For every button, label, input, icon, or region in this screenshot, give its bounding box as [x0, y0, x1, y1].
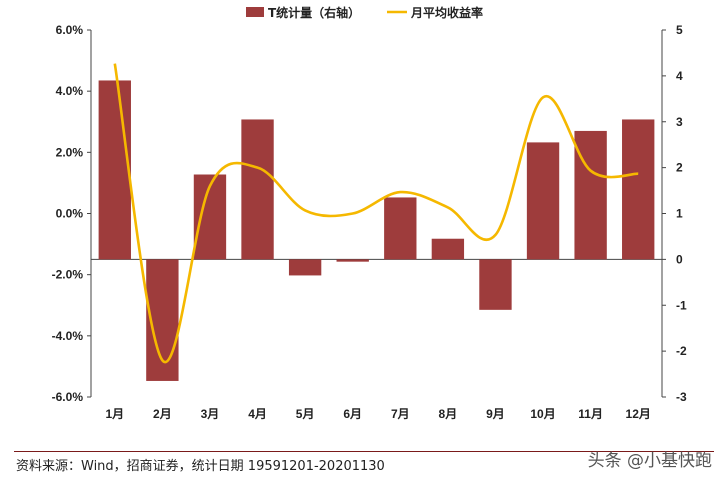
x-tick-label: 9月: [486, 407, 505, 421]
bar: [479, 259, 512, 310]
left-tick-label: 0.0%: [56, 207, 84, 221]
x-tick-label: 12月: [626, 407, 651, 421]
bar: [431, 238, 465, 260]
legend-swatch-bar: [246, 7, 264, 17]
legend-label-return: 月平均收益率: [410, 5, 483, 20]
left-tick-label: -6.0%: [52, 390, 84, 404]
bar: [574, 130, 607, 260]
left-tick-label: 6.0%: [56, 23, 84, 37]
right-tick-label: 1: [676, 207, 683, 221]
left-tick-label: -2.0%: [52, 268, 84, 282]
left-tick-label: 2.0%: [56, 145, 84, 159]
bar-series: [98, 80, 655, 381]
bar: [526, 142, 560, 260]
x-tick-label: 11月: [578, 407, 603, 421]
x-tick-label: 7月: [391, 407, 410, 421]
x-tick-label: 5月: [296, 407, 315, 421]
x-tick-label: 10月: [530, 407, 555, 421]
x-tick-label: 3月: [201, 407, 220, 421]
left-tick-label: 4.0%: [56, 84, 84, 98]
bar: [98, 80, 131, 260]
axes: -6.0% -4.0% -2.0% 0.0% 2.0% 4.0% 6.0% -3 -2 -1 0 1 2…: [52, 23, 687, 404]
right-tick-label: 2: [676, 161, 683, 175]
x-tick-label: 8月: [439, 407, 458, 421]
watermark: 头条 @小基快跑: [587, 451, 712, 471]
bar: [336, 259, 369, 262]
legend: T统计量（右轴） 月平均收益率: [246, 5, 483, 20]
right-tick-label: -1: [676, 298, 687, 312]
right-tick-label: 5: [676, 23, 683, 37]
right-tick-label: 0: [676, 252, 683, 266]
x-tick-label: 4月: [248, 407, 267, 421]
x-axis-labels: 1月 2月 3月 4月 5月 6月 7月 8月 9月 10月 11月 12月: [105, 407, 650, 421]
left-tick-label: -4.0%: [52, 329, 84, 343]
right-tick-label: 4: [676, 69, 683, 83]
x-tick-label: 1月: [105, 407, 124, 421]
legend-label-tstat: T统计量（右轴）: [268, 5, 360, 20]
footer-divider: [14, 451, 714, 452]
line-series: [113, 63, 639, 364]
right-tick-label: -2: [676, 344, 687, 358]
source-note: 资料来源：Wind，招商证券，统计日期 19591201-20201130: [16, 459, 385, 474]
x-tick-label: 2月: [153, 407, 172, 421]
bar: [384, 197, 417, 260]
x-tick-label: 6月: [343, 407, 362, 421]
bar: [622, 119, 655, 260]
bar: [241, 119, 274, 260]
right-tick-label: -3: [676, 390, 687, 404]
bar: [288, 259, 322, 276]
right-tick-label: 3: [676, 115, 683, 129]
return-line: [113, 63, 639, 364]
chart: T统计量（右轴） 月平均收益率 -6.0% -4.0% -2.0% 0.0% 2.0% 4…: [52, 5, 687, 421]
